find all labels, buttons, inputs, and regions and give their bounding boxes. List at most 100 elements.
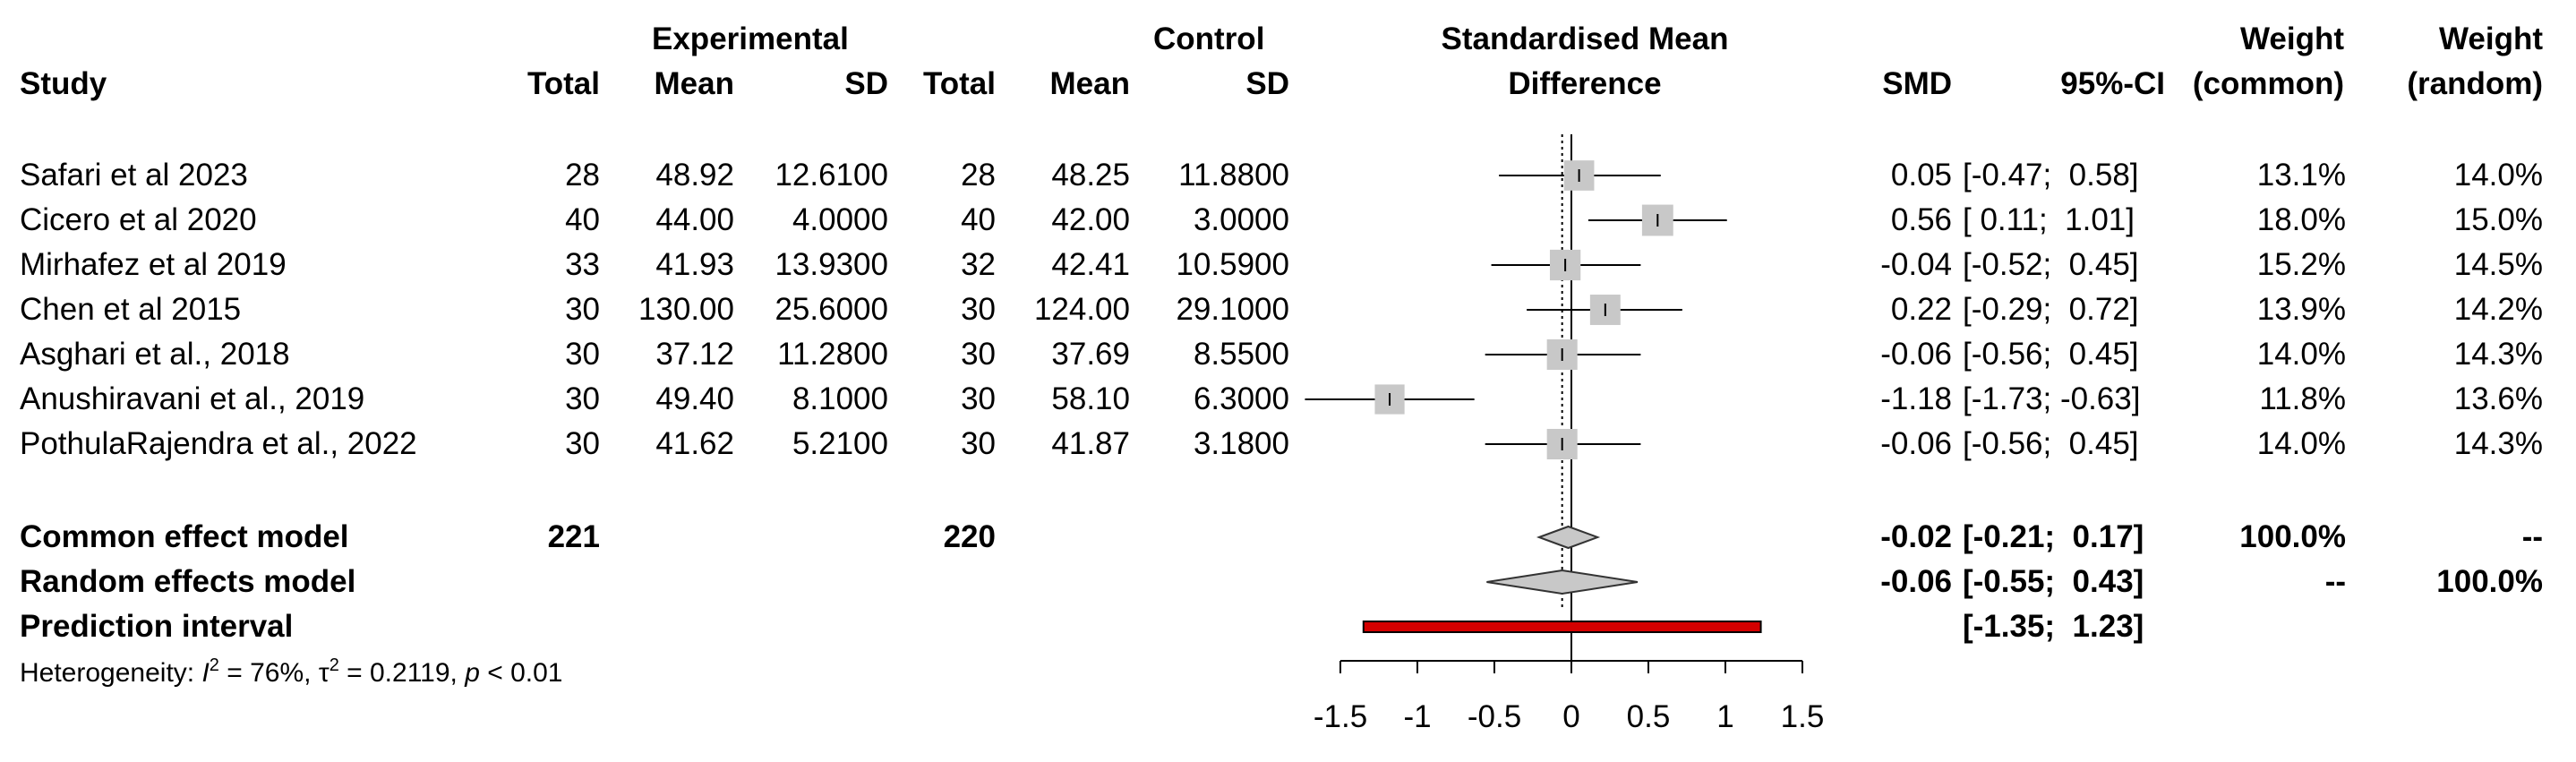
c-mean: 37.69 — [1051, 337, 1130, 372]
e-total: 30 — [565, 292, 600, 327]
header-weight-common-1: Weight — [2239, 21, 2344, 56]
x-tick-label: 0.5 — [1627, 699, 1671, 734]
e-total: 30 — [565, 426, 600, 461]
header-e-mean: Mean — [654, 66, 734, 101]
p-symbol: p — [465, 658, 480, 688]
header-plot-title-2: Difference — [1508, 66, 1662, 101]
x-tick-label: -1 — [1403, 699, 1431, 734]
random-effects-diamond — [1486, 569, 1639, 595]
header-experimental: Experimental — [652, 21, 849, 56]
header-c-mean: Mean — [1049, 66, 1130, 101]
weight-random: 15.0% — [2453, 202, 2543, 237]
random-weight-common: -- — [2324, 564, 2346, 599]
weight-random: 14.0% — [2453, 158, 2543, 193]
c-mean: 42.00 — [1051, 202, 1130, 237]
c-mean: 41.87 — [1051, 426, 1130, 461]
header-smd: SMD — [1882, 66, 1952, 101]
e-total: 30 — [565, 337, 600, 372]
e-sd: 12.6100 — [775, 158, 888, 193]
study-name: Safari et al 2023 — [20, 158, 248, 193]
smd-value: -0.06 — [1880, 426, 1952, 461]
common-c-total: 220 — [943, 519, 996, 554]
c-mean: 58.10 — [1051, 381, 1130, 416]
random-weight-random: 100.0% — [2436, 564, 2543, 599]
header-e-total: Total — [526, 66, 600, 101]
heterogeneity-prefix: Heterogeneity: — [20, 658, 202, 688]
e-total: 30 — [565, 381, 600, 416]
smd-value: 0.56 — [1890, 202, 1952, 237]
e-sd: 11.2800 — [777, 337, 888, 372]
c-sd: 3.0000 — [1193, 202, 1289, 237]
study-name: Mirhafez et al 2019 — [20, 247, 287, 282]
e-mean: 37.12 — [655, 337, 734, 372]
tau-symbol: τ — [318, 658, 329, 688]
c-sd: 10.5900 — [1176, 247, 1289, 282]
e-mean: 41.62 — [655, 426, 734, 461]
ci-value: [-0.56; 0.45] — [1963, 337, 2139, 372]
e-mean: 130.00 — [638, 292, 734, 327]
tau-value: = 0.2119, — [338, 658, 466, 688]
common-weight-random: -- — [2521, 519, 2543, 554]
study-name: Cicero et al 2020 — [20, 202, 257, 237]
c-sd: 11.8800 — [1178, 158, 1289, 193]
weight-random: 13.6% — [2453, 381, 2543, 416]
header-weight-random-2: (random) — [2407, 66, 2543, 101]
x-tick-label: -1.5 — [1314, 699, 1367, 734]
smd-value: -1.18 — [1880, 381, 1952, 416]
header-study: Study — [20, 66, 107, 101]
ci-value: [-0.56; 0.45] — [1963, 426, 2139, 461]
common-effect-label: Common effect model — [20, 519, 349, 554]
weight-random: 14.3% — [2453, 337, 2543, 372]
e-mean: 49.40 — [655, 381, 734, 416]
study-name: PothulaRajendra et al., 2022 — [20, 426, 417, 461]
random-ci: [-0.55; 0.43] — [1963, 564, 2144, 599]
weight-random: 14.3% — [2453, 426, 2543, 461]
study-name: Anushiravani et al., 2019 — [20, 381, 365, 416]
c-total: 30 — [961, 292, 996, 327]
prediction-interval-bar — [1362, 621, 1762, 633]
prediction-ci: [-1.35; 1.23] — [1963, 609, 2144, 644]
weight-common: 14.0% — [2256, 337, 2346, 372]
ci-value: [-1.73; -0.63] — [1963, 381, 2141, 416]
header-weight-common-2: (common) — [2192, 66, 2344, 101]
c-total: 28 — [961, 158, 996, 193]
common-ci: [-0.21; 0.17] — [1963, 519, 2144, 554]
weight-common: 13.1% — [2256, 158, 2346, 193]
x-tick-label: 0 — [1562, 699, 1579, 734]
ci-value: [ 0.11; 1.01] — [1963, 202, 2135, 237]
study-name: Chen et al 2015 — [20, 292, 242, 327]
c-total: 30 — [961, 426, 996, 461]
e-sd: 25.6000 — [775, 292, 888, 327]
header-plot-title-1: Standardised Mean — [1441, 21, 1729, 56]
smd-value: 0.05 — [1890, 158, 1952, 193]
c-total: 40 — [961, 202, 996, 237]
header-ci: 95%-CI — [2060, 66, 2165, 101]
random-smd: -0.06 — [1880, 564, 1952, 599]
x-tick-label: 1.5 — [1781, 699, 1825, 734]
e-sd: 13.9300 — [775, 247, 888, 282]
common-effect-diamond — [1536, 525, 1601, 550]
c-mean: 124.00 — [1033, 292, 1130, 327]
e-sd: 4.0000 — [792, 202, 888, 237]
ci-value: [-0.52; 0.45] — [1963, 247, 2139, 282]
c-sd: 8.5500 — [1193, 337, 1289, 372]
weight-common: 15.2% — [2256, 247, 2346, 282]
i2-value: = 76%, — [218, 658, 319, 688]
ci-value: [-0.29; 0.72] — [1963, 292, 2139, 327]
weight-random: 14.5% — [2453, 247, 2543, 282]
smd-value: -0.06 — [1880, 337, 1952, 372]
x-tick-label: 1 — [1716, 699, 1733, 734]
e-sd: 5.2100 — [792, 426, 888, 461]
c-total: 30 — [961, 381, 996, 416]
header-control: Control — [1153, 21, 1265, 56]
c-mean: 48.25 — [1051, 158, 1130, 193]
header-c-sd: SD — [1245, 66, 1289, 101]
x-tick-label: -0.5 — [1468, 699, 1521, 734]
c-total: 30 — [961, 337, 996, 372]
e-mean: 41.93 — [655, 247, 734, 282]
e-total: 33 — [565, 247, 600, 282]
weight-common: 18.0% — [2256, 202, 2346, 237]
weight-random: 14.2% — [2453, 292, 2543, 327]
e-mean: 48.92 — [655, 158, 734, 193]
weight-common: 11.8% — [2259, 381, 2346, 416]
